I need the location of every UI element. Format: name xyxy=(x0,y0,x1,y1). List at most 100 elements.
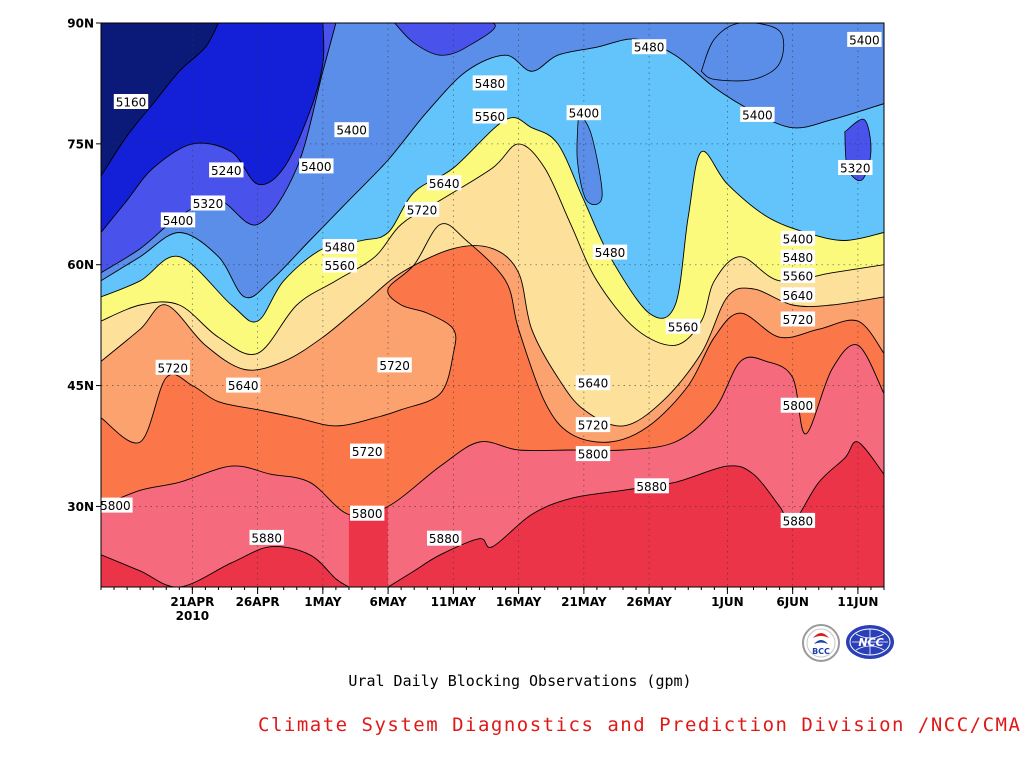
contour-label-box xyxy=(249,529,284,545)
contour-label-box xyxy=(98,497,133,513)
contour-line-5320 xyxy=(101,23,337,274)
contour-label-text: 5400 xyxy=(783,232,814,246)
contour-label-text: 5720 xyxy=(379,359,410,373)
contour-label-text: 5480 xyxy=(325,241,356,255)
contour-label-box xyxy=(634,478,669,494)
x-tick-label: 6JUN xyxy=(776,595,809,609)
contour-label: 5560 xyxy=(780,268,816,284)
contour-label-text: 5400 xyxy=(569,107,600,121)
contour-label-text: 5480 xyxy=(475,77,506,91)
contour-label-box xyxy=(427,175,462,191)
contour-patch-3 xyxy=(394,23,496,56)
contour-label-box xyxy=(350,443,385,459)
contour-label: 5800 xyxy=(780,397,816,413)
contour-label: 5640 xyxy=(226,377,261,393)
contour-label-text: 5240 xyxy=(211,164,242,178)
x-tick-label: 1MAY xyxy=(304,595,341,609)
contour-label-text: 5640 xyxy=(429,177,460,191)
contour-label-box xyxy=(322,239,357,254)
contour-label-box xyxy=(592,244,628,260)
contour-line-5640 xyxy=(101,245,884,427)
x-tick-label: 16MAY xyxy=(496,595,542,609)
contour-line-5880 xyxy=(101,546,350,587)
bcc-logo-icon: BCC xyxy=(802,624,840,662)
y-tick-label: 30N xyxy=(67,500,94,514)
contour-label-box xyxy=(847,31,882,47)
contour-label: 5480 xyxy=(472,75,508,91)
contour-label-box xyxy=(780,287,816,303)
contour-label: 5800 xyxy=(575,446,611,462)
contour-label-text: 5720 xyxy=(407,203,438,217)
contour-lines xyxy=(101,23,884,587)
contour-label-box xyxy=(780,397,816,413)
contour-label-box xyxy=(160,212,196,228)
contour-label-text: 5400 xyxy=(336,124,367,138)
y-tick-label: 90N xyxy=(67,17,94,31)
x-tick-label: 11MAY xyxy=(431,595,477,609)
x-tick-label: 1JUN xyxy=(711,595,744,609)
contour-label-box xyxy=(838,160,873,175)
contour-label-box xyxy=(226,377,261,393)
contour-label-text: 5640 xyxy=(578,377,609,391)
x-tick-label: 11JUN xyxy=(837,595,878,609)
contour-label-box xyxy=(575,417,611,433)
y-tick-label: 75N xyxy=(67,137,94,151)
contour-label-text: 5560 xyxy=(325,259,356,273)
contour-label-box xyxy=(299,158,334,174)
contour-label: 5480 xyxy=(780,249,816,265)
contour-label-text: 5720 xyxy=(783,313,814,327)
contour-label: 5400 xyxy=(299,158,334,174)
contour-label: 5320 xyxy=(838,160,873,176)
contour-label-box xyxy=(575,446,611,462)
contour-line-5240 xyxy=(101,23,325,233)
contour-label-text: 5400 xyxy=(742,108,773,122)
contour-label: 5400 xyxy=(780,230,816,246)
contour-label-text: 5480 xyxy=(783,251,814,265)
contour-line-5800 xyxy=(101,344,884,517)
logos: BCC NCC xyxy=(800,622,896,664)
contour-label-text: 5640 xyxy=(228,379,259,393)
contour-label-text: 5880 xyxy=(429,532,460,546)
x-tick-label: 26MAY xyxy=(626,595,672,609)
contour-label-box xyxy=(350,505,385,521)
chart-caption: Ural Daily Blocking Observations (gpm) xyxy=(348,672,692,690)
contour-label-box xyxy=(566,105,601,121)
contour-label-text: 5400 xyxy=(849,33,880,47)
contour-label-box xyxy=(472,108,508,124)
contour-label-box xyxy=(404,201,440,217)
x-tick-label: 21APR xyxy=(170,595,214,609)
x-axis: 21APR 26APR 1MAY 6MAY 11MAY 16MAY 21MAY 26MAY 1J… xyxy=(100,587,885,623)
contour-label-box xyxy=(780,249,816,265)
contour-label: 5880 xyxy=(249,529,284,545)
contour-label: 5720 xyxy=(575,417,611,433)
contour-label-text: 5320 xyxy=(840,162,871,176)
contour-label-text: 5880 xyxy=(636,480,667,494)
contour-label: 5640 xyxy=(427,175,462,191)
contour-label-text: 5720 xyxy=(578,419,609,433)
contour-label: 5400 xyxy=(566,105,601,121)
contour-fill-5160 xyxy=(101,23,219,177)
contour-label: 5880 xyxy=(427,530,462,546)
contour-label: 5560 xyxy=(472,108,508,124)
contour-label-box xyxy=(427,530,462,546)
contour-label: 5480 xyxy=(592,244,628,260)
contour-label-text: 5480 xyxy=(634,41,665,55)
contour-label: 5720 xyxy=(155,359,190,375)
contour-label-box xyxy=(780,512,816,528)
y-tick-label: 60N xyxy=(67,258,94,272)
contour-label: 5880 xyxy=(780,512,816,528)
contour-label: 5560 xyxy=(322,257,357,273)
contour-label-box xyxy=(740,106,775,122)
contour-labels: 5160 5240 5320 5400 5400 5400 5480 5560 5480 5560… xyxy=(98,31,882,546)
contour-label: 5640 xyxy=(780,287,816,303)
contour-label: 5320 xyxy=(190,195,226,211)
contour-label-text: 5880 xyxy=(783,514,814,528)
contour-label-box xyxy=(377,357,412,373)
contour-label-box xyxy=(113,94,149,109)
contour-label-text: 5720 xyxy=(352,445,383,459)
contour-patch-2 xyxy=(576,110,603,205)
contour-label-text: 5800 xyxy=(100,499,131,513)
ncc-logo-icon: NCC xyxy=(846,625,894,659)
contour-label: 5560 xyxy=(665,318,701,334)
contour-label: 5400 xyxy=(740,106,775,122)
